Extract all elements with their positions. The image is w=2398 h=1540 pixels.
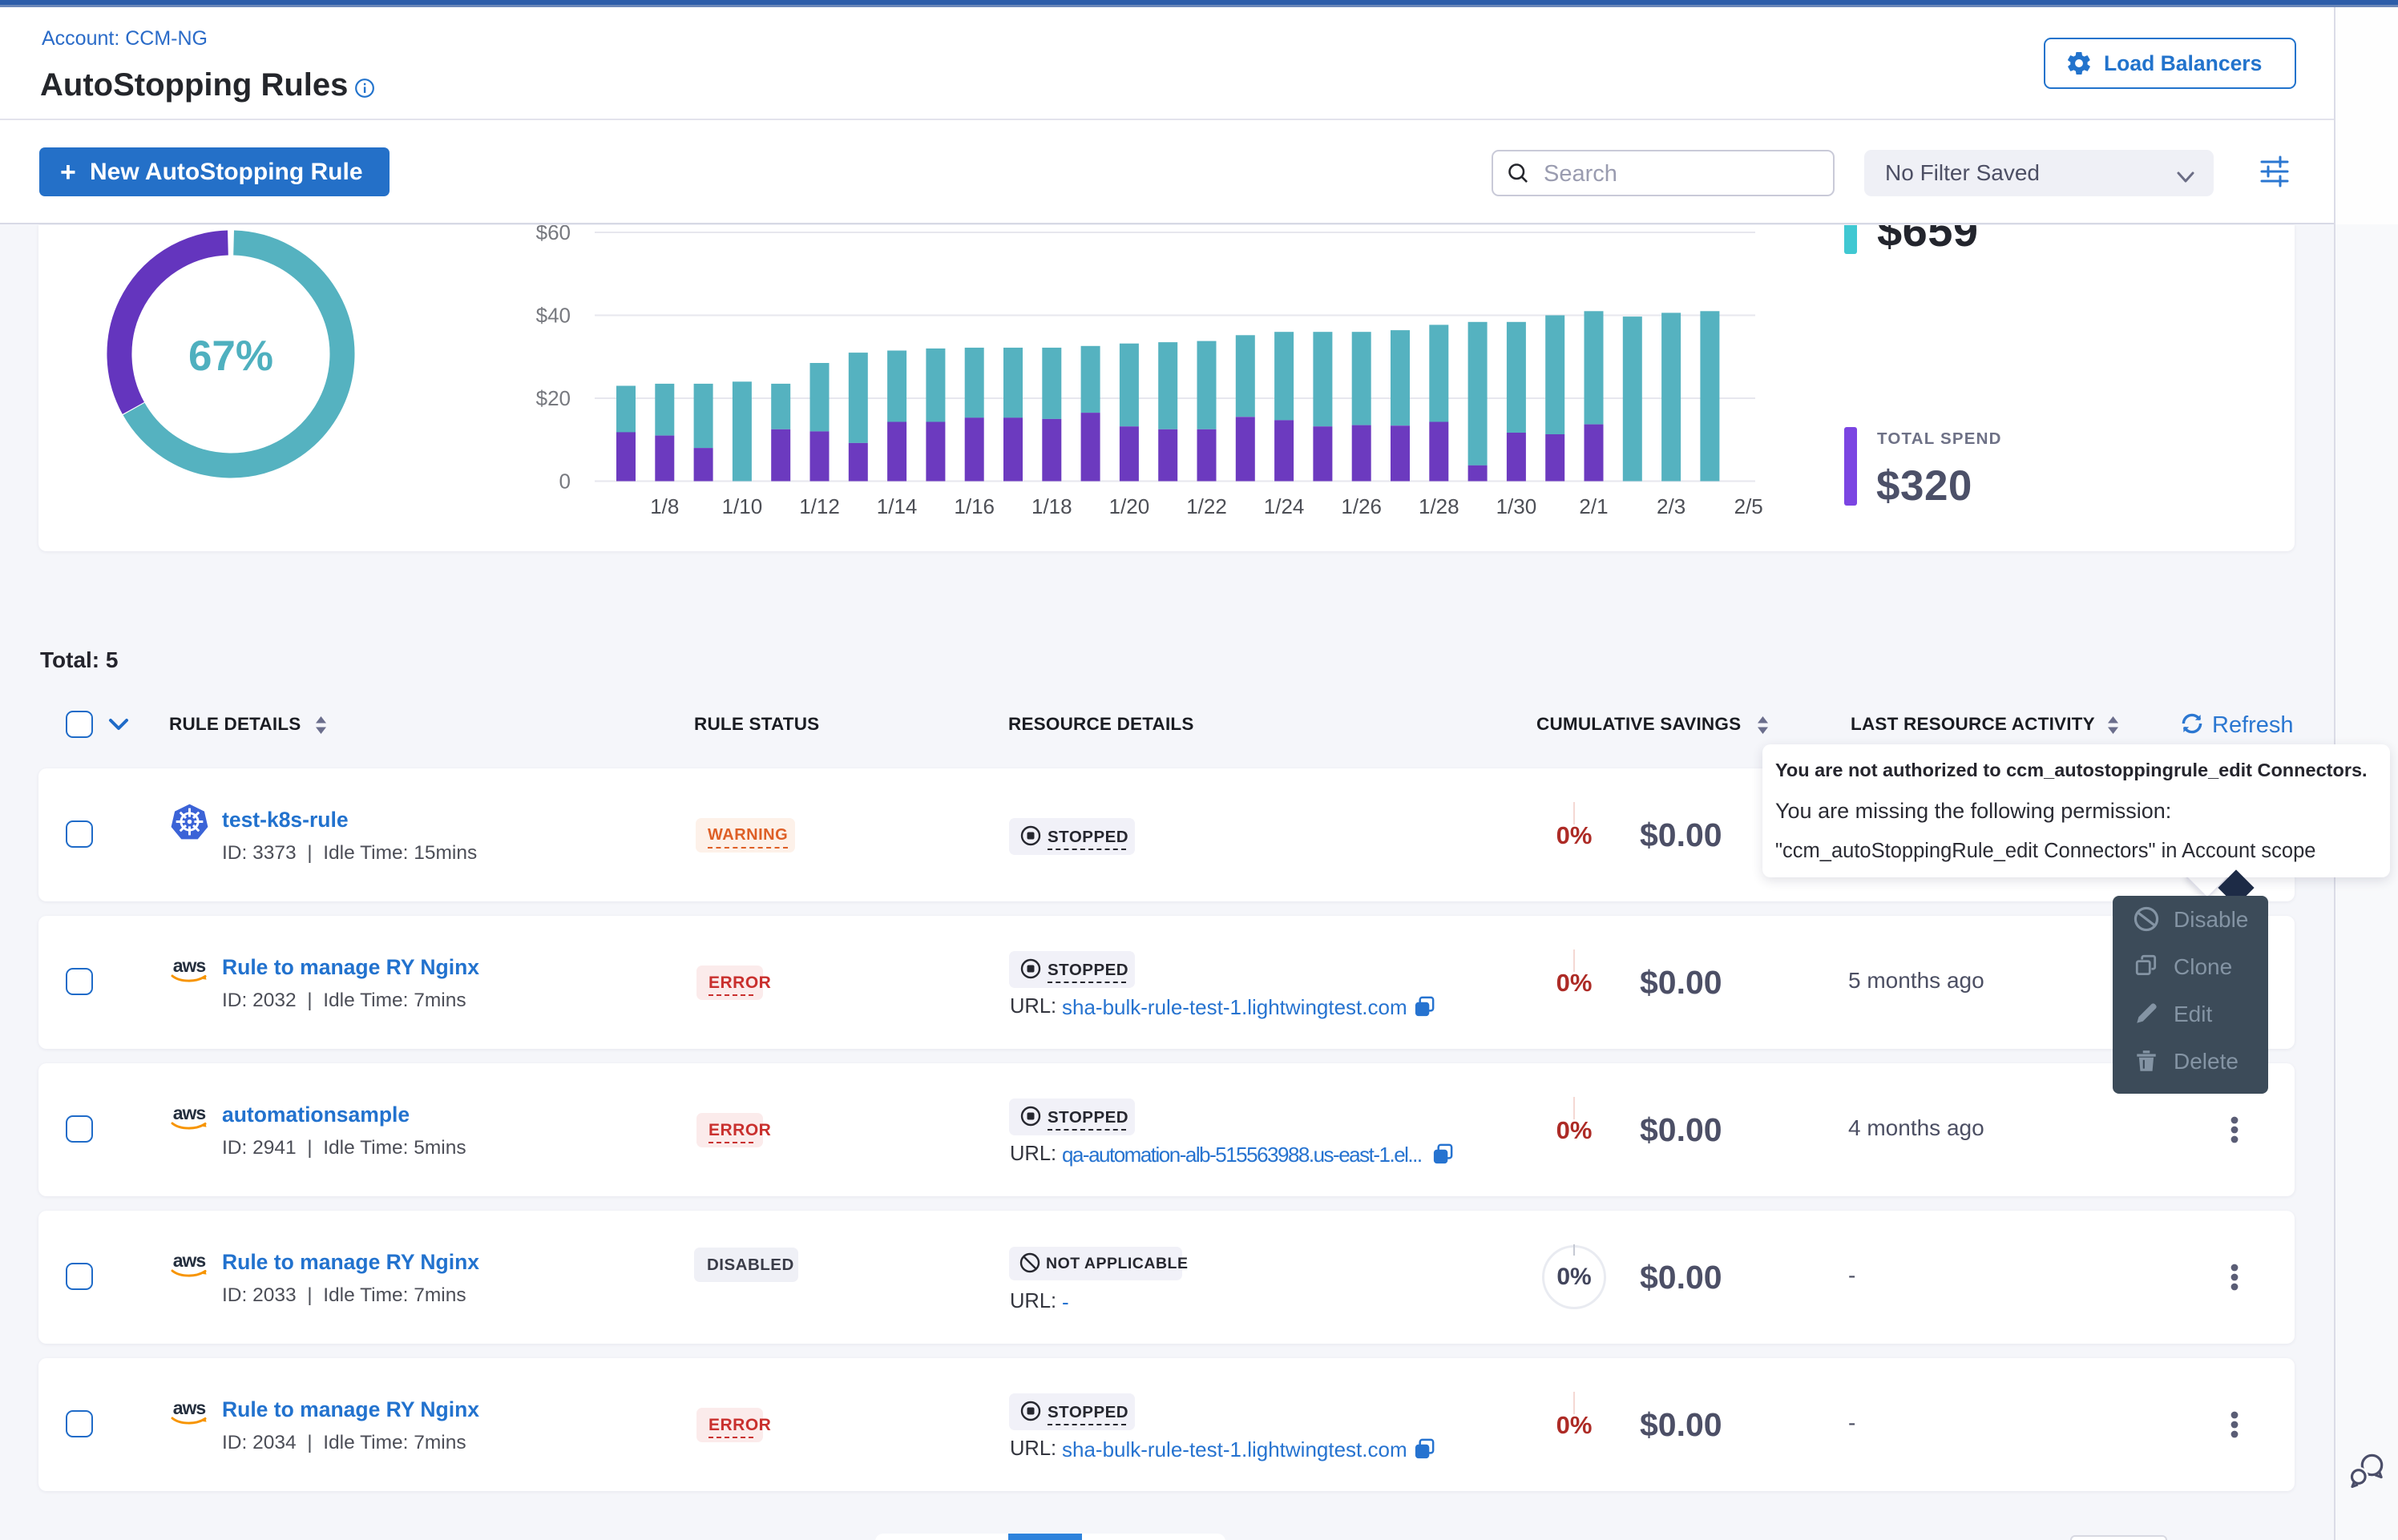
svg-text:1/18: 1/18 — [1031, 494, 1072, 518]
svg-text:2/3: 2/3 — [1657, 494, 1685, 518]
svg-text:67%: 67% — [188, 333, 273, 380]
svg-text:aws: aws — [173, 1250, 206, 1271]
svg-text:$60: $60 — [536, 225, 571, 244]
svg-text:2/1: 2/1 — [1579, 494, 1608, 518]
svg-text:1/22: 1/22 — [1186, 494, 1227, 518]
svg-text:1/14: 1/14 — [877, 494, 918, 518]
svg-text:$20: $20 — [536, 386, 571, 410]
svg-text:aws: aws — [173, 955, 206, 976]
svg-text:1/30: 1/30 — [1496, 494, 1537, 518]
svg-text:1/10: 1/10 — [722, 494, 763, 518]
svg-text:aws: aws — [173, 1103, 206, 1123]
svg-text:1/20: 1/20 — [1109, 494, 1150, 518]
svg-text:1/24: 1/24 — [1264, 494, 1305, 518]
svg-text:1/28: 1/28 — [1419, 494, 1459, 518]
svg-text:2/5: 2/5 — [1734, 494, 1763, 518]
svg-text:0: 0 — [559, 470, 571, 494]
svg-text:1/8: 1/8 — [650, 494, 679, 518]
svg-text:$40: $40 — [536, 304, 571, 328]
svg-text:1/16: 1/16 — [954, 494, 995, 518]
svg-text:1/12: 1/12 — [799, 494, 840, 518]
svg-text:aws: aws — [173, 1397, 206, 1418]
svg-text:1/26: 1/26 — [1341, 494, 1382, 518]
